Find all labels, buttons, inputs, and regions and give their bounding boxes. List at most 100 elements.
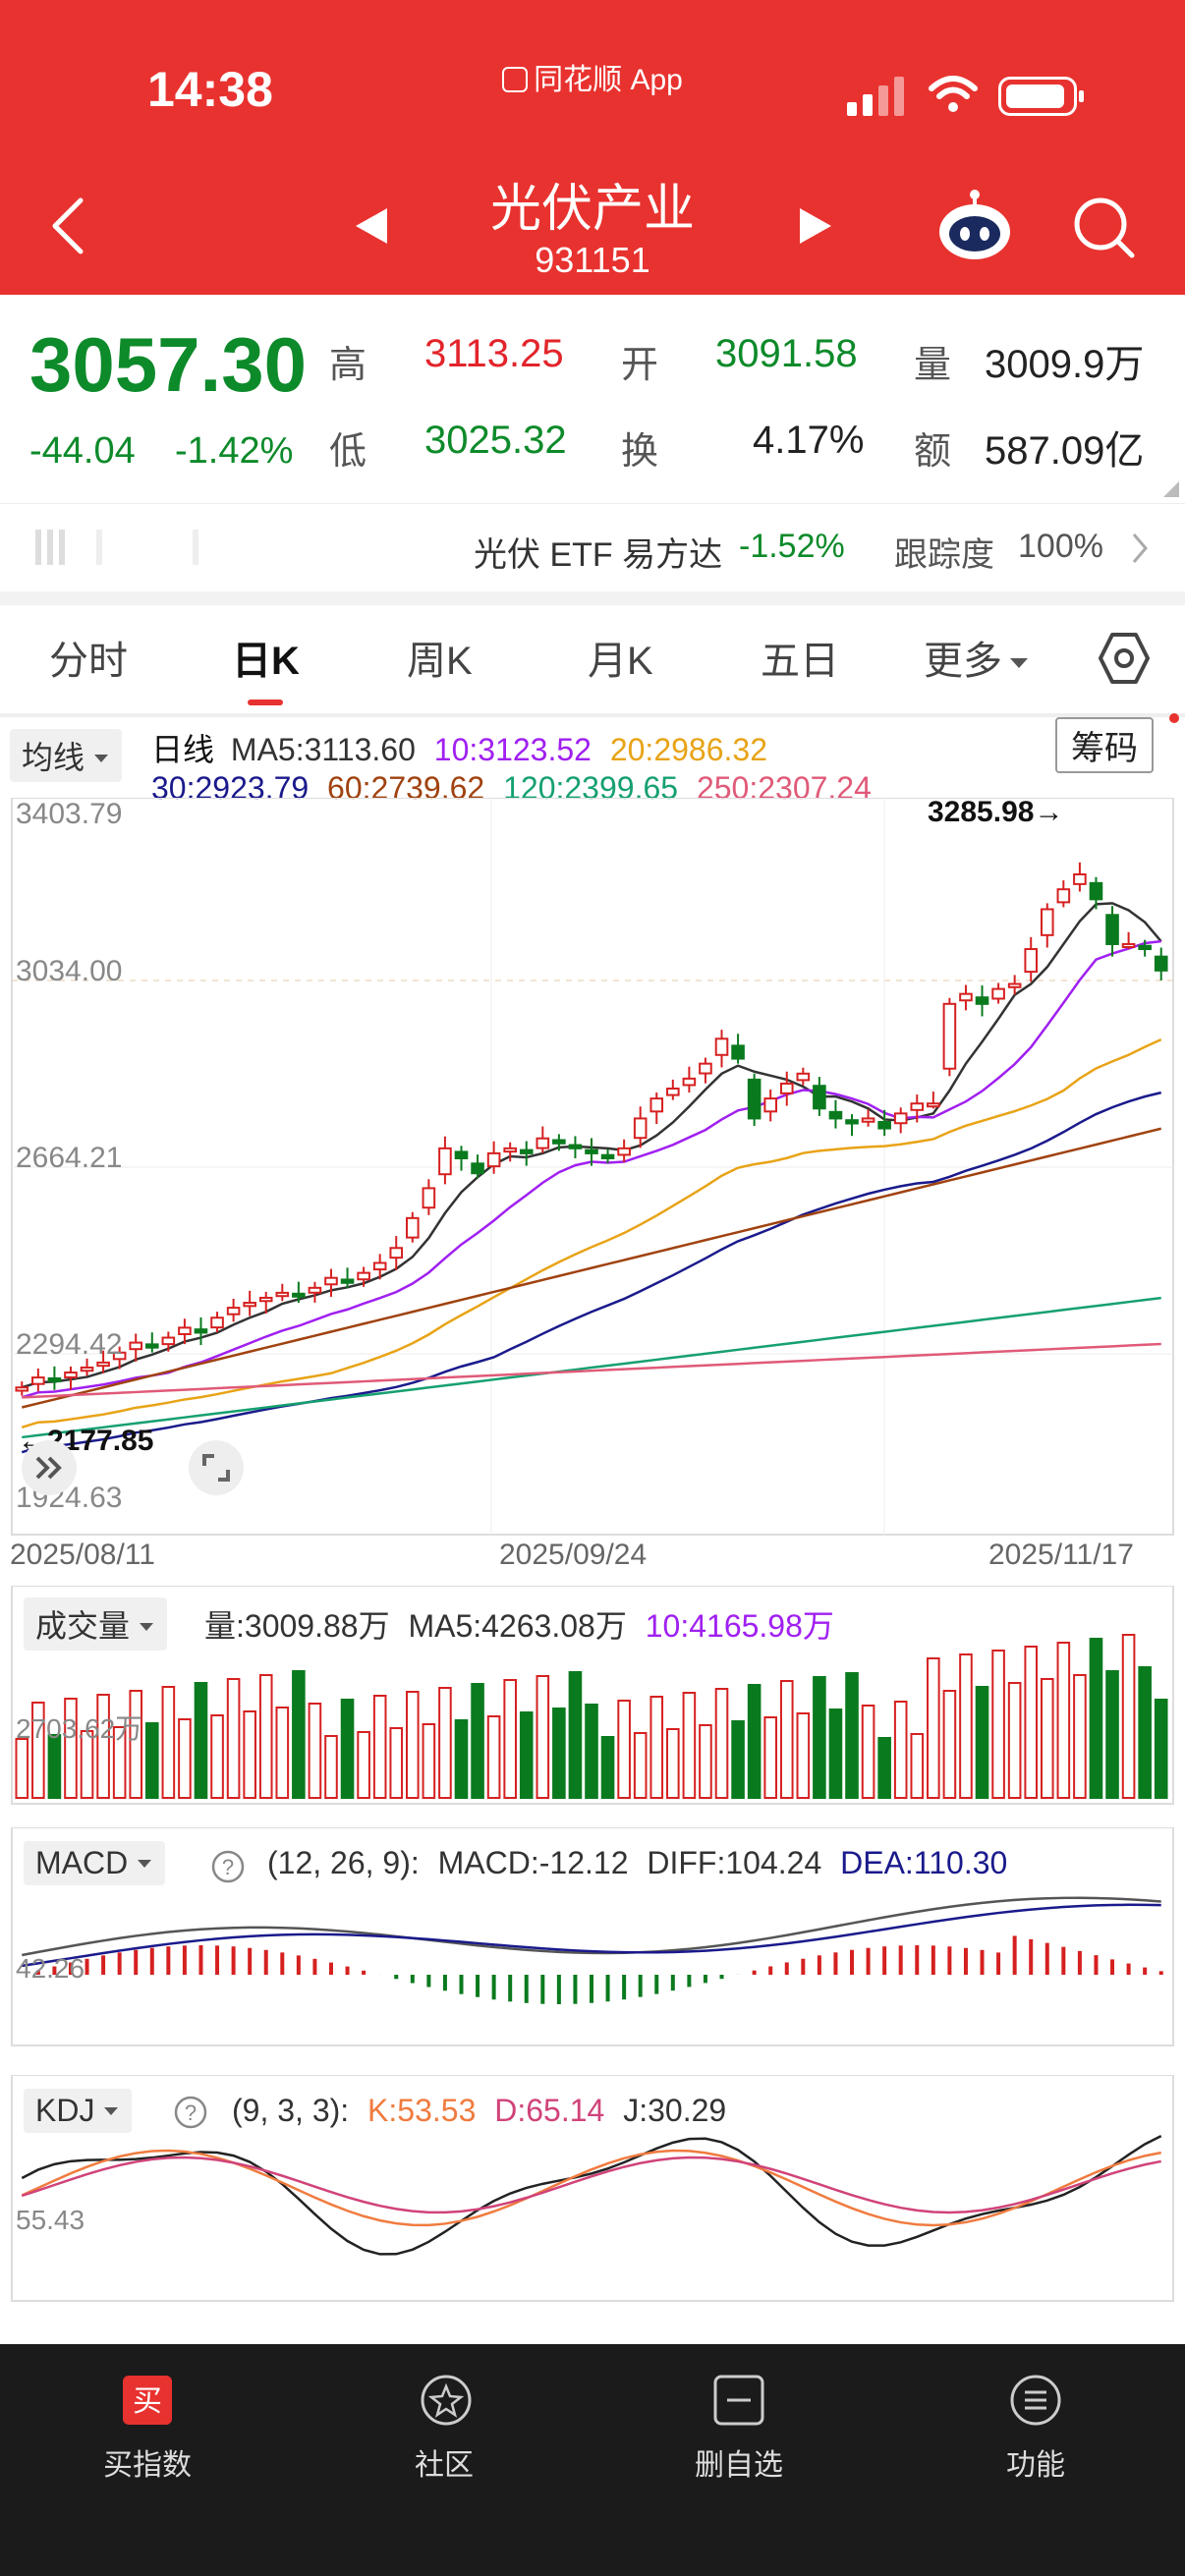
volume-chart[interactable]	[0, 1586, 1185, 1812]
candle-body	[552, 1139, 566, 1145]
candle-body	[226, 1307, 241, 1316]
amount-value: 587.09亿	[985, 429, 1145, 473]
volume-bar	[292, 1670, 306, 1799]
robot-assistant-icon[interactable]	[935, 189, 1014, 263]
low-label: 低	[329, 431, 367, 473]
candle-body	[714, 1037, 729, 1056]
candle-body	[15, 1386, 29, 1392]
candle-body	[47, 1376, 62, 1382]
status-time: 14:38	[147, 62, 273, 117]
help-icon[interactable]: ?	[210, 1849, 246, 1884]
volume-bar	[324, 1735, 338, 1799]
kdj-chart[interactable]	[0, 2075, 1185, 2307]
prev-stock-icon[interactable]	[354, 206, 389, 246]
candle-body	[1040, 908, 1054, 936]
ma250-line	[22, 1342, 1161, 1399]
candle-body	[813, 1085, 826, 1110]
volume-bar	[519, 1711, 534, 1799]
volume-bar	[1089, 1638, 1103, 1799]
nav-remove-watchlist[interactable]: 删自选	[641, 2374, 837, 2484]
ma-selector[interactable]: 均线	[10, 729, 123, 782]
help-icon[interactable]: ?	[173, 2095, 208, 2130]
bottom-nav: 买 买指数 社区 删自选 功能	[0, 2344, 1185, 2576]
track-label: 跟踪度	[894, 536, 994, 574]
volume-bar	[747, 1684, 762, 1799]
ma10-value: 10:3123.52	[433, 732, 592, 767]
etf-bar[interactable]: 光伏 ETF 易方达 -1.52% 跟踪度 100%	[0, 503, 1185, 591]
y-label-3: 2294.42	[16, 1328, 123, 1361]
search-icon[interactable]	[1069, 193, 1138, 261]
volume-bar	[194, 1682, 208, 1799]
j-value: J:30.29	[623, 2093, 727, 2128]
volume-bar	[31, 1702, 45, 1799]
volume-bar	[406, 1691, 420, 1799]
candle-body	[80, 1366, 94, 1372]
buy-icon: 买	[123, 2376, 172, 2425]
chevron-right-icon	[1132, 533, 1148, 563]
volume-bar	[910, 1733, 925, 1799]
volume-bar	[813, 1676, 826, 1799]
candle-body	[942, 1002, 957, 1070]
candle-body	[357, 1271, 370, 1281]
nav-buy-index[interactable]: 买 买指数	[49, 2374, 246, 2484]
next-stock-icon[interactable]	[798, 206, 833, 246]
ma20-line	[21, 1038, 1162, 1428]
tab-five-day[interactable]: 五日	[761, 640, 839, 683]
low-value: 3025.32	[424, 419, 567, 462]
macd-selector[interactable]: MACD	[24, 1841, 166, 1885]
candle-body	[1007, 982, 1022, 988]
app-header: 14:38 同花顺 App 光伏产业 931151	[0, 0, 1185, 295]
candle-body	[210, 1316, 224, 1329]
volume-bar	[763, 1716, 777, 1799]
chips-button[interactable]: 筹码	[1055, 717, 1154, 773]
volume-bar	[275, 1707, 290, 1799]
volume-bar	[178, 1718, 192, 1799]
open-value: 3091.58	[715, 332, 858, 375]
kdj-selector[interactable]: KDJ	[24, 2089, 133, 2133]
candle-body	[585, 1148, 598, 1154]
volume-y-label: 2703.62万	[16, 1713, 143, 1744]
settings-hexagon-icon[interactable]	[1097, 631, 1152, 686]
fullscreen-icon[interactable]	[187, 1438, 246, 1497]
candle-body	[666, 1088, 680, 1096]
price-change-pct: -1.42%	[175, 430, 294, 472]
ma60-line	[21, 1127, 1162, 1409]
ma120-line	[22, 1296, 1161, 1439]
candle-body	[747, 1078, 762, 1120]
tab-weekly-k[interactable]: 周K	[407, 640, 473, 683]
volume-selector[interactable]: 成交量	[24, 1597, 168, 1651]
volume-bar	[699, 1724, 712, 1799]
volume-bar	[552, 1708, 566, 1799]
nav-functions[interactable]: 功能	[937, 2374, 1134, 2484]
volume-bar	[861, 1705, 875, 1799]
ma-legend-line1: 日线 MA5:3113.60 10:3123.52 20:2986.32	[151, 725, 767, 770]
macd-params: (12, 26, 9):	[267, 1845, 420, 1880]
date-end: 2025/11/17	[988, 1539, 1134, 1571]
candle-body	[796, 1072, 811, 1082]
battery-icon	[998, 77, 1084, 116]
candle-body	[1056, 888, 1071, 904]
candle-body	[991, 987, 1005, 1000]
candlestick-chart[interactable]	[0, 798, 1185, 1544]
kdj-y-label: 55.43	[16, 2205, 85, 2235]
tab-monthly-k[interactable]: 月K	[588, 640, 653, 683]
volume-bar	[893, 1701, 908, 1799]
candle-body	[64, 1372, 78, 1378]
candle-body	[699, 1062, 712, 1075]
volume-bar	[47, 1734, 62, 1799]
macd-chart[interactable]	[0, 1827, 1185, 2053]
expand-left-icon[interactable]	[20, 1438, 79, 1497]
tab-more[interactable]: 更多	[924, 629, 1030, 686]
expand-corner-icon[interactable]	[1163, 481, 1179, 497]
high-value: 3113.25	[424, 332, 564, 375]
back-icon[interactable]	[47, 196, 86, 255]
volume-bar	[617, 1700, 631, 1799]
remove-icon	[713, 2375, 764, 2426]
tab-daily-k[interactable]: 日K	[232, 640, 300, 683]
volume-bar	[438, 1687, 452, 1799]
tab-intraday[interactable]: 分时	[49, 640, 128, 683]
track-value: 100%	[1018, 528, 1103, 565]
svg-text:?: ?	[185, 2100, 197, 2125]
nav-community[interactable]: 社区	[346, 2374, 542, 2484]
candle-body	[194, 1328, 208, 1334]
